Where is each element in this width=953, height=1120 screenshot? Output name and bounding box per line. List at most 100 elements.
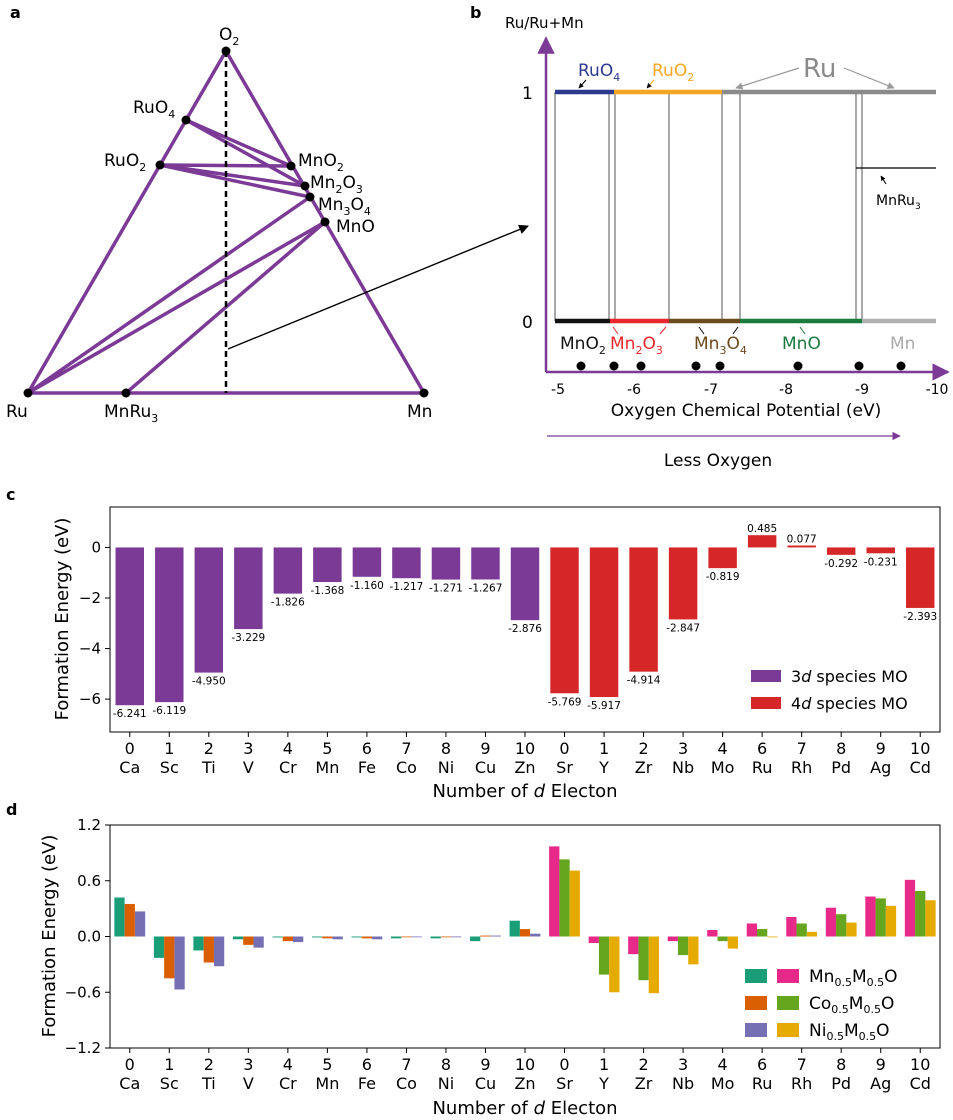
bar-mo-s2 (727, 936, 739, 949)
panel-label-c: c (6, 485, 15, 504)
b-label-mno: MnO (782, 334, 821, 354)
d-legend-ni: Ni0.5M0.5O (809, 1021, 890, 1043)
x-tick-electron: 4 (718, 1055, 728, 1074)
x-tick-element: Fe (358, 758, 376, 777)
y-tick-label: −0.6 (65, 983, 101, 1001)
label-mno: MnO (336, 217, 375, 237)
point-ru (23, 388, 33, 398)
bar-value-label: -3.229 (231, 632, 265, 644)
bar-value-label: -1.160 (350, 580, 384, 592)
bar-mo (708, 547, 737, 569)
bar-fe-s1 (361, 936, 373, 939)
x-tick-electron: 8 (836, 1055, 846, 1074)
bar-y-s0 (588, 936, 599, 944)
x-tick-element: V (243, 1074, 254, 1093)
bar-rh-s0 (786, 916, 797, 937)
bar-ti (194, 547, 224, 673)
b-pointer-mn2o3-left (612, 326, 619, 335)
c-legend-3d: 3d species MO (791, 667, 908, 686)
bar-fe (352, 547, 382, 577)
x-tick-electron: 1 (599, 739, 609, 758)
bar-co-s1 (401, 936, 412, 938)
x-tick-electron: 3 (678, 1055, 688, 1074)
point-mnru3 (121, 388, 131, 398)
bar-ca-s1 (124, 903, 135, 937)
x-tick-electron: 8 (441, 1055, 451, 1074)
bar-value-label: -1.271 (429, 583, 463, 595)
b-pointer-mno (799, 326, 806, 335)
b-pointer-ru-right (843, 67, 895, 89)
b-dot (609, 361, 619, 371)
b-pointer-ruo2 (646, 79, 655, 89)
x-tick-element: Rh (791, 1074, 812, 1093)
tie-ruo4-mno2 (185, 118, 292, 168)
c-bars: -6.241 -6.119 -4.950 -3.229 -1.826 -1.368 -1.1… (113, 523, 937, 720)
bar-sr (550, 547, 579, 694)
bar-cr (273, 547, 303, 594)
bar-ni-s1 (440, 936, 452, 938)
bar-ni (431, 547, 461, 580)
bar-co (392, 547, 421, 579)
bar-nb (668, 547, 698, 620)
b-dot (715, 361, 725, 371)
x-tick-electron: 2 (204, 739, 214, 758)
panel-label-a: a (10, 3, 21, 22)
bar-cd (906, 547, 935, 608)
x-tick-element: Ca (119, 1074, 140, 1093)
b-pointer-ruo4 (578, 79, 587, 89)
b-ytick-1: 1 (522, 84, 533, 104)
bar-cu (471, 547, 500, 580)
x-tick-element: Sc (160, 1074, 179, 1093)
y-tick-label: 0.6 (77, 872, 101, 890)
point-mno (320, 217, 330, 227)
point-ruo2 (155, 160, 165, 170)
bar-ag (866, 547, 895, 554)
b-label-ru: Ru (803, 54, 836, 84)
d-legend-mn: Mn0.5M0.5O (809, 967, 898, 989)
tie-ru-mno (27, 220, 326, 395)
x-tick-element: Fe (358, 1074, 376, 1093)
ternary-labels: O2 RuO4 RuO2 MnO2 Mn2O3 Mn3O4 MnO Ru MnR… (6, 25, 432, 425)
bar-v (234, 547, 263, 630)
x-tick-electron: 7 (797, 1055, 807, 1074)
bar-cu-s0 (470, 936, 481, 942)
bar-value-label: -1.826 (271, 597, 305, 609)
bar-cr-s2 (292, 936, 304, 943)
x-tick-electron: 3 (243, 739, 253, 758)
bar-sr-s2 (569, 870, 580, 937)
b-pointer-ru-left (735, 67, 800, 90)
bar-pd-s2 (846, 922, 857, 937)
bar-nb-s0 (667, 936, 678, 942)
b-dot (793, 361, 803, 371)
c-legend-swatch-4d (751, 697, 781, 709)
bar-zr-s0 (628, 936, 639, 955)
bar-value-label: -4.950 (192, 676, 226, 688)
bar-ag-s2 (885, 905, 897, 937)
b-xtick: -5 (551, 382, 565, 398)
x-tick-electron: 0 (559, 1055, 569, 1074)
label-mn2o3: Mn2O3 (310, 173, 363, 196)
d-legend-swatch (745, 1023, 767, 1037)
x-tick-element: Mn (315, 758, 339, 777)
x-tick-element: Cu (475, 758, 496, 777)
d-legend-swatch (745, 996, 767, 1010)
bar-rh-s2 (806, 931, 818, 937)
connector-arrow (227, 224, 529, 350)
bar-zr-s2 (648, 936, 659, 994)
bar-sc-s1 (164, 936, 175, 979)
b-xtick: -10 (926, 382, 949, 398)
b-xtick: -7 (704, 382, 718, 398)
y-tick-label: −1.2 (65, 1039, 101, 1057)
bar-mo-s0 (707, 929, 718, 937)
bar-value-label: -2.847 (666, 622, 700, 634)
x-tick-element: Y (598, 758, 609, 777)
b-dot (691, 361, 701, 371)
x-tick-element: Zn (514, 758, 535, 777)
b-pointer-mnru3 (880, 175, 887, 185)
bar-ca (115, 547, 144, 706)
x-tick-electron: 1 (164, 739, 174, 758)
d-legend-swatch (777, 1023, 799, 1037)
d-bars (114, 846, 936, 994)
c-ylabel: Formation Energy (eV) (52, 518, 73, 721)
b-label-mno2: MnO2 (560, 334, 606, 357)
